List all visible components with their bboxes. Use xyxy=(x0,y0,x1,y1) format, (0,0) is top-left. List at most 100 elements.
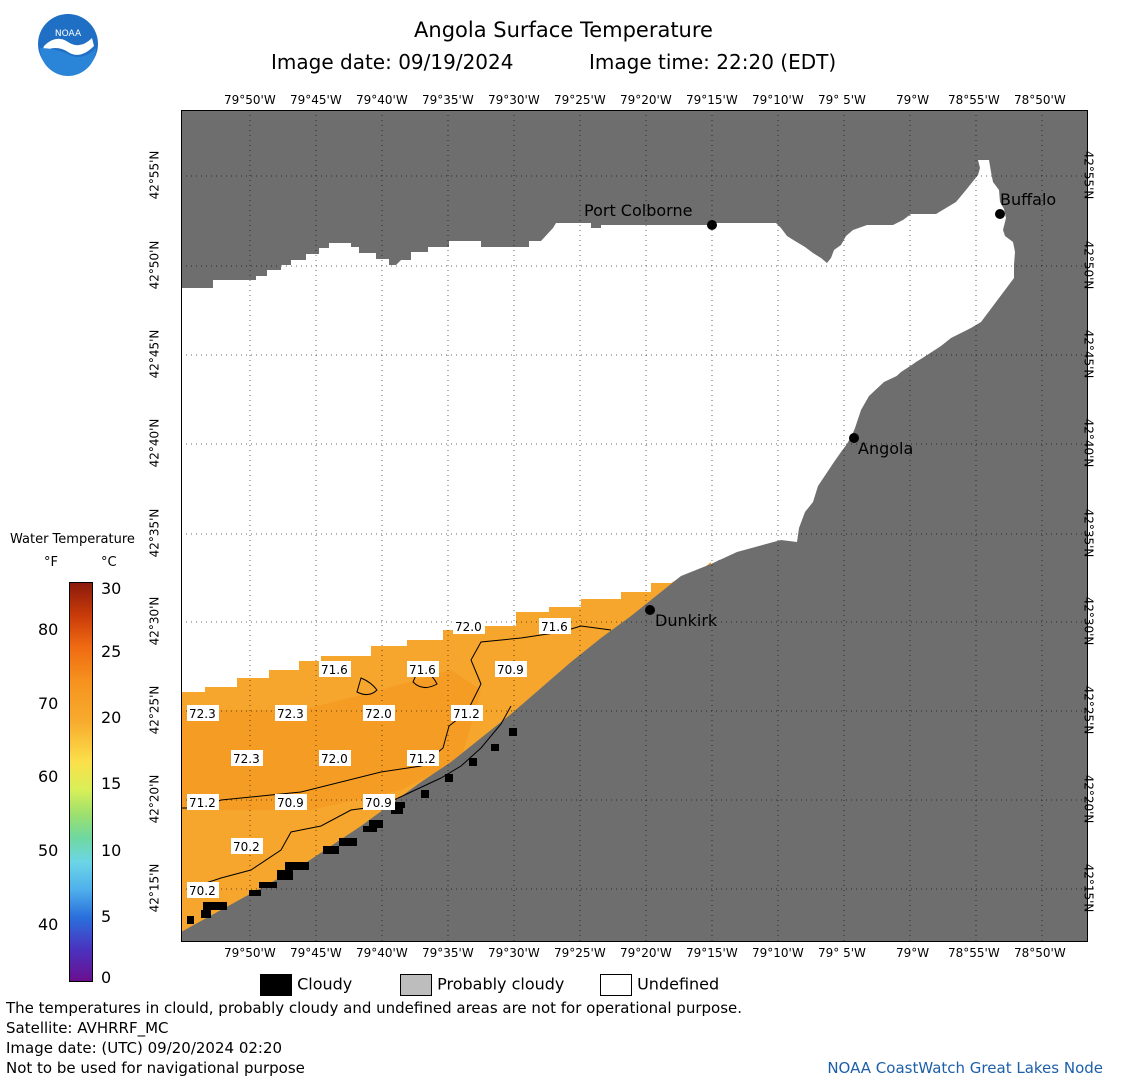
colorbar-tick-f: 70 xyxy=(38,694,59,713)
lon-label-top: 79°25'W xyxy=(554,93,606,107)
noaa-logo: NOAA xyxy=(38,14,98,76)
temp-label: 70.9 xyxy=(365,796,392,810)
cloudy-swatch xyxy=(260,974,292,996)
map-title: Angola Surface Temperature xyxy=(414,18,713,42)
lon-label-bottom: 79°20'W xyxy=(620,946,672,960)
lon-label-top: 79°10'W xyxy=(752,93,804,107)
lon-label-top: 79°20'W xyxy=(620,93,672,107)
colorbar-tick-c: 25 xyxy=(101,642,122,661)
temp-label: 70.9 xyxy=(497,663,524,677)
legend-probably-cloudy: Probably cloudy xyxy=(400,974,564,996)
port-colborne-marker xyxy=(707,220,717,230)
colorbar-tick-c: 20 xyxy=(101,708,122,727)
lon-label-bottom: 79°10'W xyxy=(752,946,804,960)
temp-label: 71.6 xyxy=(321,663,348,677)
footer-disclaimer: The temperatures in clould, probably clo… xyxy=(6,999,743,1017)
colorbar-gradient xyxy=(69,582,93,982)
city-label-buffalo: Buffalo xyxy=(1000,190,1057,209)
probably-cloudy-swatch xyxy=(400,974,432,996)
footer-utc-date: Image date: (UTC) 09/20/2024 02:20 xyxy=(6,1039,283,1057)
lat-label-right: 42°30'N xyxy=(1081,596,1096,646)
temp-label: 72.0 xyxy=(365,707,392,721)
temp-label: 71.2 xyxy=(409,752,436,766)
footer-satellite: Satellite: AVHRRF_MC xyxy=(6,1019,169,1037)
lat-label-left: 42°40'N xyxy=(147,418,162,468)
lat-label-left: 42°50'N xyxy=(147,240,162,290)
temp-label: 71.2 xyxy=(453,707,480,721)
lat-label-right: 42°55'N xyxy=(1081,150,1096,200)
undefined-swatch xyxy=(600,974,632,996)
colorbar-unit-f: °F xyxy=(44,555,58,570)
angola-marker xyxy=(849,433,859,443)
lat-label-left: 42°55'N xyxy=(147,150,162,200)
footer-credit: NOAA CoastWatch Great Lakes Node xyxy=(827,1059,1103,1077)
lon-label-top: 79° 5'W xyxy=(818,93,866,107)
city-label-dunkirk: Dunkirk xyxy=(655,611,718,630)
colorbar-title: Water Temperature xyxy=(10,532,135,547)
colorbar-tick-f: 80 xyxy=(38,620,59,639)
legend-cloudy-label: Cloudy xyxy=(297,974,353,994)
dunkirk-marker xyxy=(645,605,655,615)
colorbar-tick-c: 10 xyxy=(101,841,122,860)
lat-label-left: 42°30'N xyxy=(147,596,162,646)
colorbar-tick-f: 60 xyxy=(38,767,59,786)
lat-label-left: 42°20'N xyxy=(147,774,162,824)
temp-label: 72.0 xyxy=(321,752,348,766)
legend-probably-cloudy-label: Probably cloudy xyxy=(437,974,565,994)
lon-label-top: 79°50'W xyxy=(224,93,276,107)
temp-label: 70.2 xyxy=(189,884,216,898)
colorbar-unit-c: °C xyxy=(101,555,117,570)
lon-label-bottom: 79° 5'W xyxy=(818,946,866,960)
footer-navigation-warning: Not to be used for navigational purpose xyxy=(6,1059,305,1077)
cloud-pixels xyxy=(187,728,517,924)
colorbar-tick-f: 50 xyxy=(38,841,59,860)
lat-label-right: 42°20'N xyxy=(1081,774,1096,824)
lon-label-top: 79°45'W xyxy=(290,93,342,107)
lon-label-bottom: 79°30'W xyxy=(488,946,540,960)
lon-label-bottom: 79°35'W xyxy=(422,946,474,960)
lon-label-top: 78°50'W xyxy=(1014,93,1066,107)
lon-label-bottom: 79°50'W xyxy=(224,946,276,960)
colorbar-tick-c: 0 xyxy=(101,968,112,987)
lat-label-left: 42°45'N xyxy=(147,329,162,379)
lon-label-top: 79°30'W xyxy=(488,93,540,107)
colorbar-tick-f: 40 xyxy=(38,915,59,934)
lon-label-top: 78°55'W xyxy=(948,93,1000,107)
lat-label-right: 42°25'N xyxy=(1081,685,1096,735)
lat-label-right: 42°45'N xyxy=(1081,329,1096,379)
lake-undefined-area xyxy=(181,160,1015,744)
temp-label: 72.3 xyxy=(233,752,260,766)
lat-label-right: 42°15'N xyxy=(1081,863,1096,913)
lat-label-left: 42°25'N xyxy=(147,685,162,735)
lon-label-top: 79°15'W xyxy=(686,93,738,107)
lon-label-top: 79°35'W xyxy=(422,93,474,107)
temperature-labels: 72.0 71.6 71.6 71.6 70.9 72.3 72.3 72.0 … xyxy=(187,618,571,898)
legend-cloudy: Cloudy xyxy=(260,974,352,996)
image-date: Image date: 09/19/2024 xyxy=(271,50,514,74)
temp-label: 71.6 xyxy=(541,620,568,634)
lon-label-top: 79°40'W xyxy=(356,93,408,107)
lon-label-bottom: 79°40'W xyxy=(356,946,408,960)
image-time: Image time: 22:20 (EDT) xyxy=(589,50,837,74)
temp-label: 72.3 xyxy=(277,707,304,721)
colorbar-tick-c: 30 xyxy=(101,579,122,598)
legend-undefined: Undefined xyxy=(600,974,719,996)
temperature-map: 72.0 71.6 71.6 71.6 70.9 72.3 72.3 72.0 … xyxy=(181,110,1088,942)
lat-label-left: 42°35'N xyxy=(147,508,162,558)
lon-label-bottom: 79°45'W xyxy=(290,946,342,960)
temp-label: 72.0 xyxy=(455,620,482,634)
lat-label-right: 42°50'N xyxy=(1081,240,1096,290)
city-label-port-colborne: Port Colborne xyxy=(584,201,693,220)
temp-label: 71.6 xyxy=(409,663,436,677)
lat-label-right: 42°40'N xyxy=(1081,418,1096,468)
temp-label: 71.2 xyxy=(189,796,216,810)
lon-label-bottom: 79°25'W xyxy=(554,946,606,960)
city-label-angola: Angola xyxy=(858,439,914,458)
lon-label-top: 79°W xyxy=(896,93,930,107)
lat-label-right: 42°35'N xyxy=(1081,508,1096,558)
lon-label-bottom: 78°55'W xyxy=(948,946,1000,960)
temp-label: 70.9 xyxy=(277,796,304,810)
lon-label-bottom: 79°15'W xyxy=(686,946,738,960)
colorbar-tick-c: 5 xyxy=(101,907,112,926)
lat-label-left: 42°15'N xyxy=(147,863,162,913)
